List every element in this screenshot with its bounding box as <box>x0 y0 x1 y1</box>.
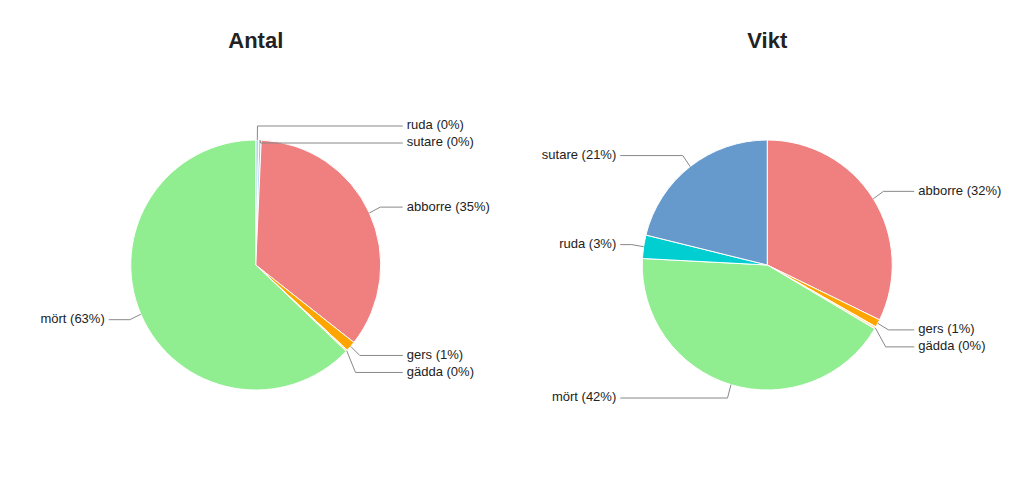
slices <box>642 140 892 390</box>
pie-slice <box>646 140 767 265</box>
slice-label: ruda (0%) <box>407 117 464 132</box>
pie-slice <box>642 258 874 390</box>
leader-line <box>351 346 403 355</box>
leader-line <box>878 323 914 330</box>
slice-label: gers (1%) <box>918 321 974 336</box>
pie-panel: Antal ruda (0%) sutare (0%) abborre (35%) ge… <box>40 28 489 390</box>
leader-line <box>873 191 914 198</box>
slice-labels: abborre (32%) gers (1%) gädda (0%) mört (42… <box>542 147 1002 404</box>
leader-line <box>620 245 643 247</box>
slice-label: abborre (32%) <box>918 183 1001 198</box>
slice-label: sutare (21%) <box>542 147 616 162</box>
slice-label: sutare (0%) <box>407 134 474 149</box>
slices <box>131 140 381 390</box>
figure: Antal ruda (0%) sutare (0%) abborre (35%) ge… <box>0 0 1023 480</box>
chart-title: Vikt <box>747 28 788 53</box>
leader-line <box>620 156 690 167</box>
slice-label: gädda (0%) <box>407 364 474 379</box>
slice-label: mört (42%) <box>552 389 616 404</box>
leader-line <box>260 140 403 143</box>
leader-line <box>347 351 403 373</box>
slice-label: mört (63%) <box>40 311 104 326</box>
chart-title: Antal <box>228 28 283 53</box>
slice-label: gers (1%) <box>407 347 463 362</box>
chart-container: Antal ruda (0%) sutare (0%) abborre (35%) ge… <box>0 0 1023 480</box>
slice-label: ruda (3%) <box>559 236 616 251</box>
leader-line <box>620 385 731 398</box>
slice-labels: ruda (0%) sutare (0%) abborre (35%) gers (1… <box>40 117 489 378</box>
slice-label: abborre (35%) <box>407 199 490 214</box>
leader-line <box>369 207 402 213</box>
leader-line <box>109 314 141 320</box>
slice-label: gädda (0%) <box>918 338 985 353</box>
leader-line <box>875 328 914 347</box>
pie-panel: Vikt abborre (32%) gers (1%) gädda (0%) mört… <box>542 28 1002 404</box>
leader-line <box>257 126 402 140</box>
pie-slice <box>131 140 346 390</box>
